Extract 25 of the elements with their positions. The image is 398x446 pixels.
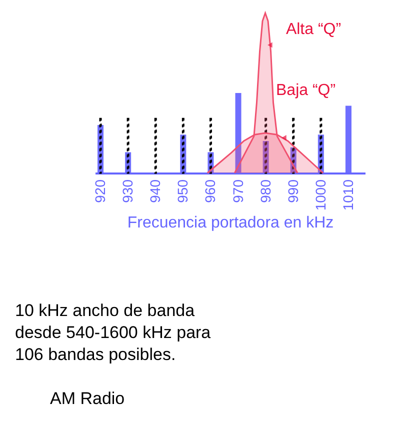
x-tick-label: 970: [230, 179, 246, 203]
x-tick-label: 960: [202, 179, 218, 203]
x-tick-label: 930: [120, 179, 136, 203]
bar: [292, 118, 295, 174]
text: 10 kHz ancho de banda: [15, 301, 196, 320]
annotation: Baja “Q”: [276, 82, 336, 99]
bar: [209, 118, 212, 174]
text: desde 540-1600 kHz para: [15, 323, 212, 342]
x-axis-title: Frecuencia portadora en kHz: [127, 214, 334, 232]
x-tick-label: 990: [284, 179, 301, 203]
bar: [182, 118, 184, 174]
text: AM Radio: [50, 389, 125, 408]
x-tick-label: 980: [257, 179, 274, 203]
bar: [126, 118, 130, 174]
x-tick-label: 1000: [312, 179, 328, 211]
annotation: Alta “Q”: [286, 21, 342, 38]
x-tick-label: 1010: [340, 179, 356, 211]
bar: [264, 118, 268, 174]
bar: [99, 118, 102, 174]
x-tick-label: 950: [174, 179, 191, 203]
bar: [320, 118, 322, 174]
x-tick-label: 940: [147, 179, 164, 203]
bar: [154, 118, 157, 174]
text: 106 bandas posibles.: [15, 345, 176, 364]
x-tick-label: 920: [92, 179, 108, 203]
